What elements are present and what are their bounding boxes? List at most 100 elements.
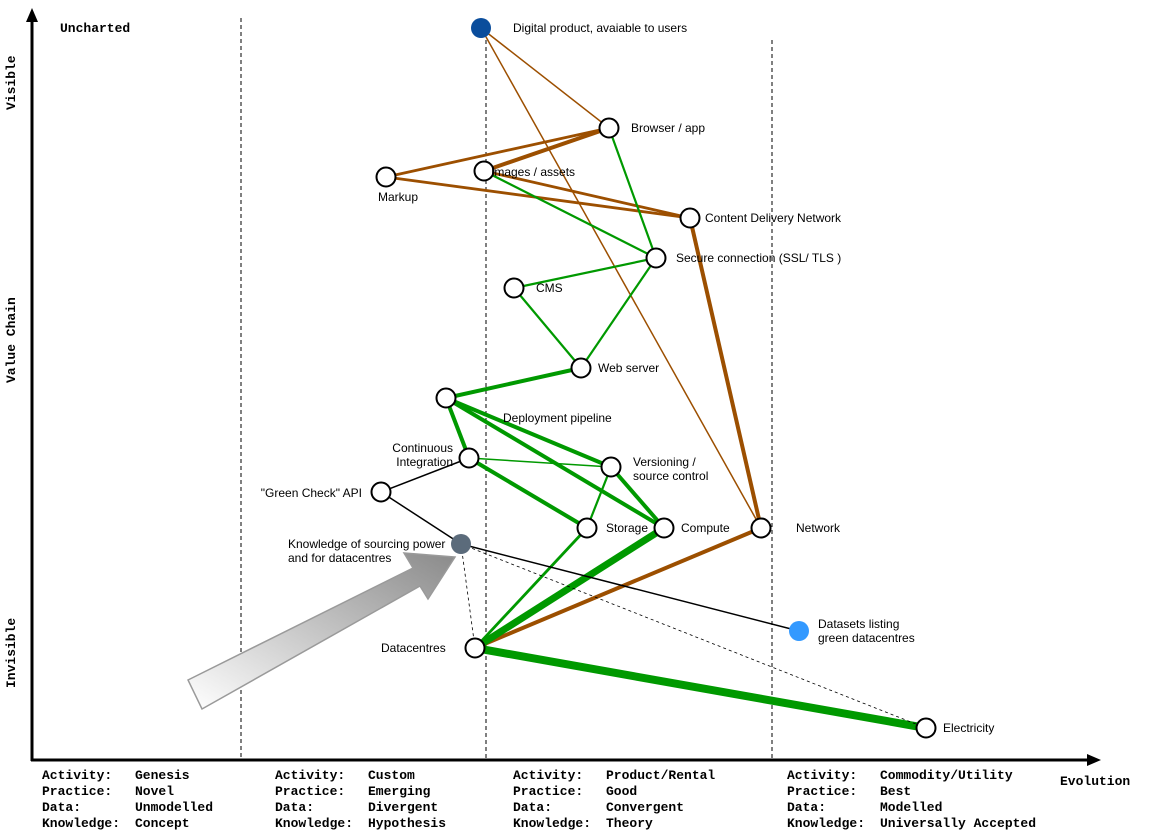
link-datacentres-electricity (474, 644, 927, 732)
component-versioning[interactable]: Versioning /source control (600, 455, 709, 483)
component-webserver[interactable]: Web server (570, 357, 660, 379)
component-label: Secure connection (SSL/ TLS ) (676, 251, 841, 265)
component-node[interactable] (570, 357, 592, 379)
component-node[interactable] (473, 160, 495, 182)
stage-property-name: Practice: (787, 784, 857, 799)
dependency-links (380, 27, 927, 732)
component-label: Browser / app (631, 121, 705, 135)
stage-property-value: Commodity/Utility (880, 768, 1013, 783)
component-node[interactable] (679, 207, 701, 229)
link-deploy-ci (444, 397, 471, 459)
component-label: Electricity (943, 721, 994, 735)
component-node[interactable] (750, 517, 772, 539)
component-node[interactable] (600, 456, 622, 478)
link-versioning-storage (585, 466, 613, 529)
component-greencheck[interactable]: "Green Check" API (261, 481, 392, 503)
stage-property-name: Knowledge: (787, 816, 865, 831)
x-axis-label-evolution: Evolution (1060, 774, 1130, 789)
link-knowledge-electricity (460, 543, 927, 729)
component-node[interactable] (645, 247, 667, 269)
stage-description: Activity: Commodity/Utility Practice: Best D… (787, 768, 1036, 831)
component-node[interactable] (375, 166, 397, 188)
component-label: Network (796, 521, 841, 535)
component-secure[interactable]: Secure connection (SSL/ TLS ) (645, 247, 842, 269)
link-cdn-network (688, 217, 763, 529)
component-label: Continuous (392, 441, 453, 455)
link-webserver-deploy (445, 366, 582, 400)
component-markup[interactable]: Markup (375, 166, 419, 205)
link-ci-versioning (468, 457, 612, 468)
y-axis-arrowhead (26, 8, 38, 22)
link-greencheck-ci (380, 457, 470, 493)
component-node[interactable] (789, 621, 809, 641)
stage-description: Activity: Product/Rental Practice: Good Data… (513, 768, 715, 831)
link-knowledge-datasets (460, 543, 800, 632)
component-cms[interactable]: CMS (503, 277, 563, 299)
stage-property-name: Activity: (787, 768, 857, 783)
stage-property-value: Concept (135, 816, 190, 831)
component-browser[interactable]: Browser / app (598, 117, 706, 139)
stage-property-name: Knowledge: (513, 816, 591, 831)
component-node[interactable] (471, 18, 491, 38)
component-electricity[interactable]: Electricity (915, 717, 995, 739)
component-node[interactable] (503, 277, 525, 299)
stage-property-name: Data: (513, 800, 552, 815)
stage-property-name: Data: (42, 800, 81, 815)
link-compute-datacentres (473, 525, 666, 651)
stage-property-value: Hypothesis (368, 816, 446, 831)
component-node[interactable] (451, 534, 471, 554)
stage-property-name: Activity: (275, 768, 345, 783)
component-node[interactable] (598, 117, 620, 139)
components: Digital product, avaiable to users Browse… (261, 18, 995, 739)
evolution-stages: Activity: Genesis Practice: Novel Data: Unmod… (42, 768, 1036, 831)
link-browser-markup (385, 126, 610, 179)
component-label: Digital product, avaiable to users (513, 21, 687, 35)
component-label: and for datacentres (288, 551, 391, 565)
component-node[interactable] (435, 387, 457, 409)
component-node[interactable] (370, 481, 392, 503)
link-browser-images (483, 126, 610, 173)
stage-property-value: Modelled (880, 800, 942, 815)
component-label: Deployment pipeline (503, 411, 612, 425)
link-cms-webserver (513, 287, 582, 369)
component-node[interactable] (915, 717, 937, 739)
component-label: Images / assets (491, 165, 575, 179)
component-datacentres[interactable]: Datacentres (381, 637, 486, 659)
component-node[interactable] (464, 637, 486, 659)
component-label: Knowledge of sourcing power (288, 537, 445, 551)
component-label: Datacentres (381, 641, 446, 655)
component-compute[interactable]: Compute (653, 517, 731, 539)
component-product[interactable]: Digital product, avaiable to users (471, 18, 687, 38)
component-label: Storage (606, 521, 648, 535)
component-label: "Green Check" API (261, 486, 362, 500)
stage-property-value: Novel (135, 784, 174, 799)
stage-property-value: Genesis (135, 768, 190, 783)
link-images-cdn (483, 169, 691, 220)
x-axis-arrowhead (1087, 754, 1101, 766)
component-label: Integration (396, 455, 453, 469)
component-node[interactable] (458, 447, 480, 469)
component-node[interactable] (653, 517, 675, 539)
link-deploy-versioning (445, 396, 612, 469)
link-greencheck-knowledge (380, 491, 462, 545)
component-deploy[interactable]: Deployment pipeline (435, 387, 613, 426)
link-secure-cms (513, 256, 657, 290)
stage-property-value: Theory (606, 816, 653, 831)
component-node[interactable] (576, 517, 598, 539)
link-datacentres-network (474, 526, 762, 650)
stage-property-name: Activity: (513, 768, 583, 783)
link-knowledge-datacentres (460, 543, 476, 649)
component-cdn[interactable]: Content Delivery Network (679, 207, 843, 229)
stage-property-name: Knowledge: (42, 816, 120, 831)
component-label: CMS (536, 281, 563, 295)
component-network[interactable]: Network (750, 517, 842, 539)
component-images[interactable]: Images / assets (473, 160, 576, 182)
stage-property-value: Emerging (368, 784, 431, 799)
y-axis-label-value-chain: Value Chain (4, 297, 19, 383)
link-product-browser (480, 27, 610, 129)
component-storage[interactable]: Storage (576, 517, 649, 539)
